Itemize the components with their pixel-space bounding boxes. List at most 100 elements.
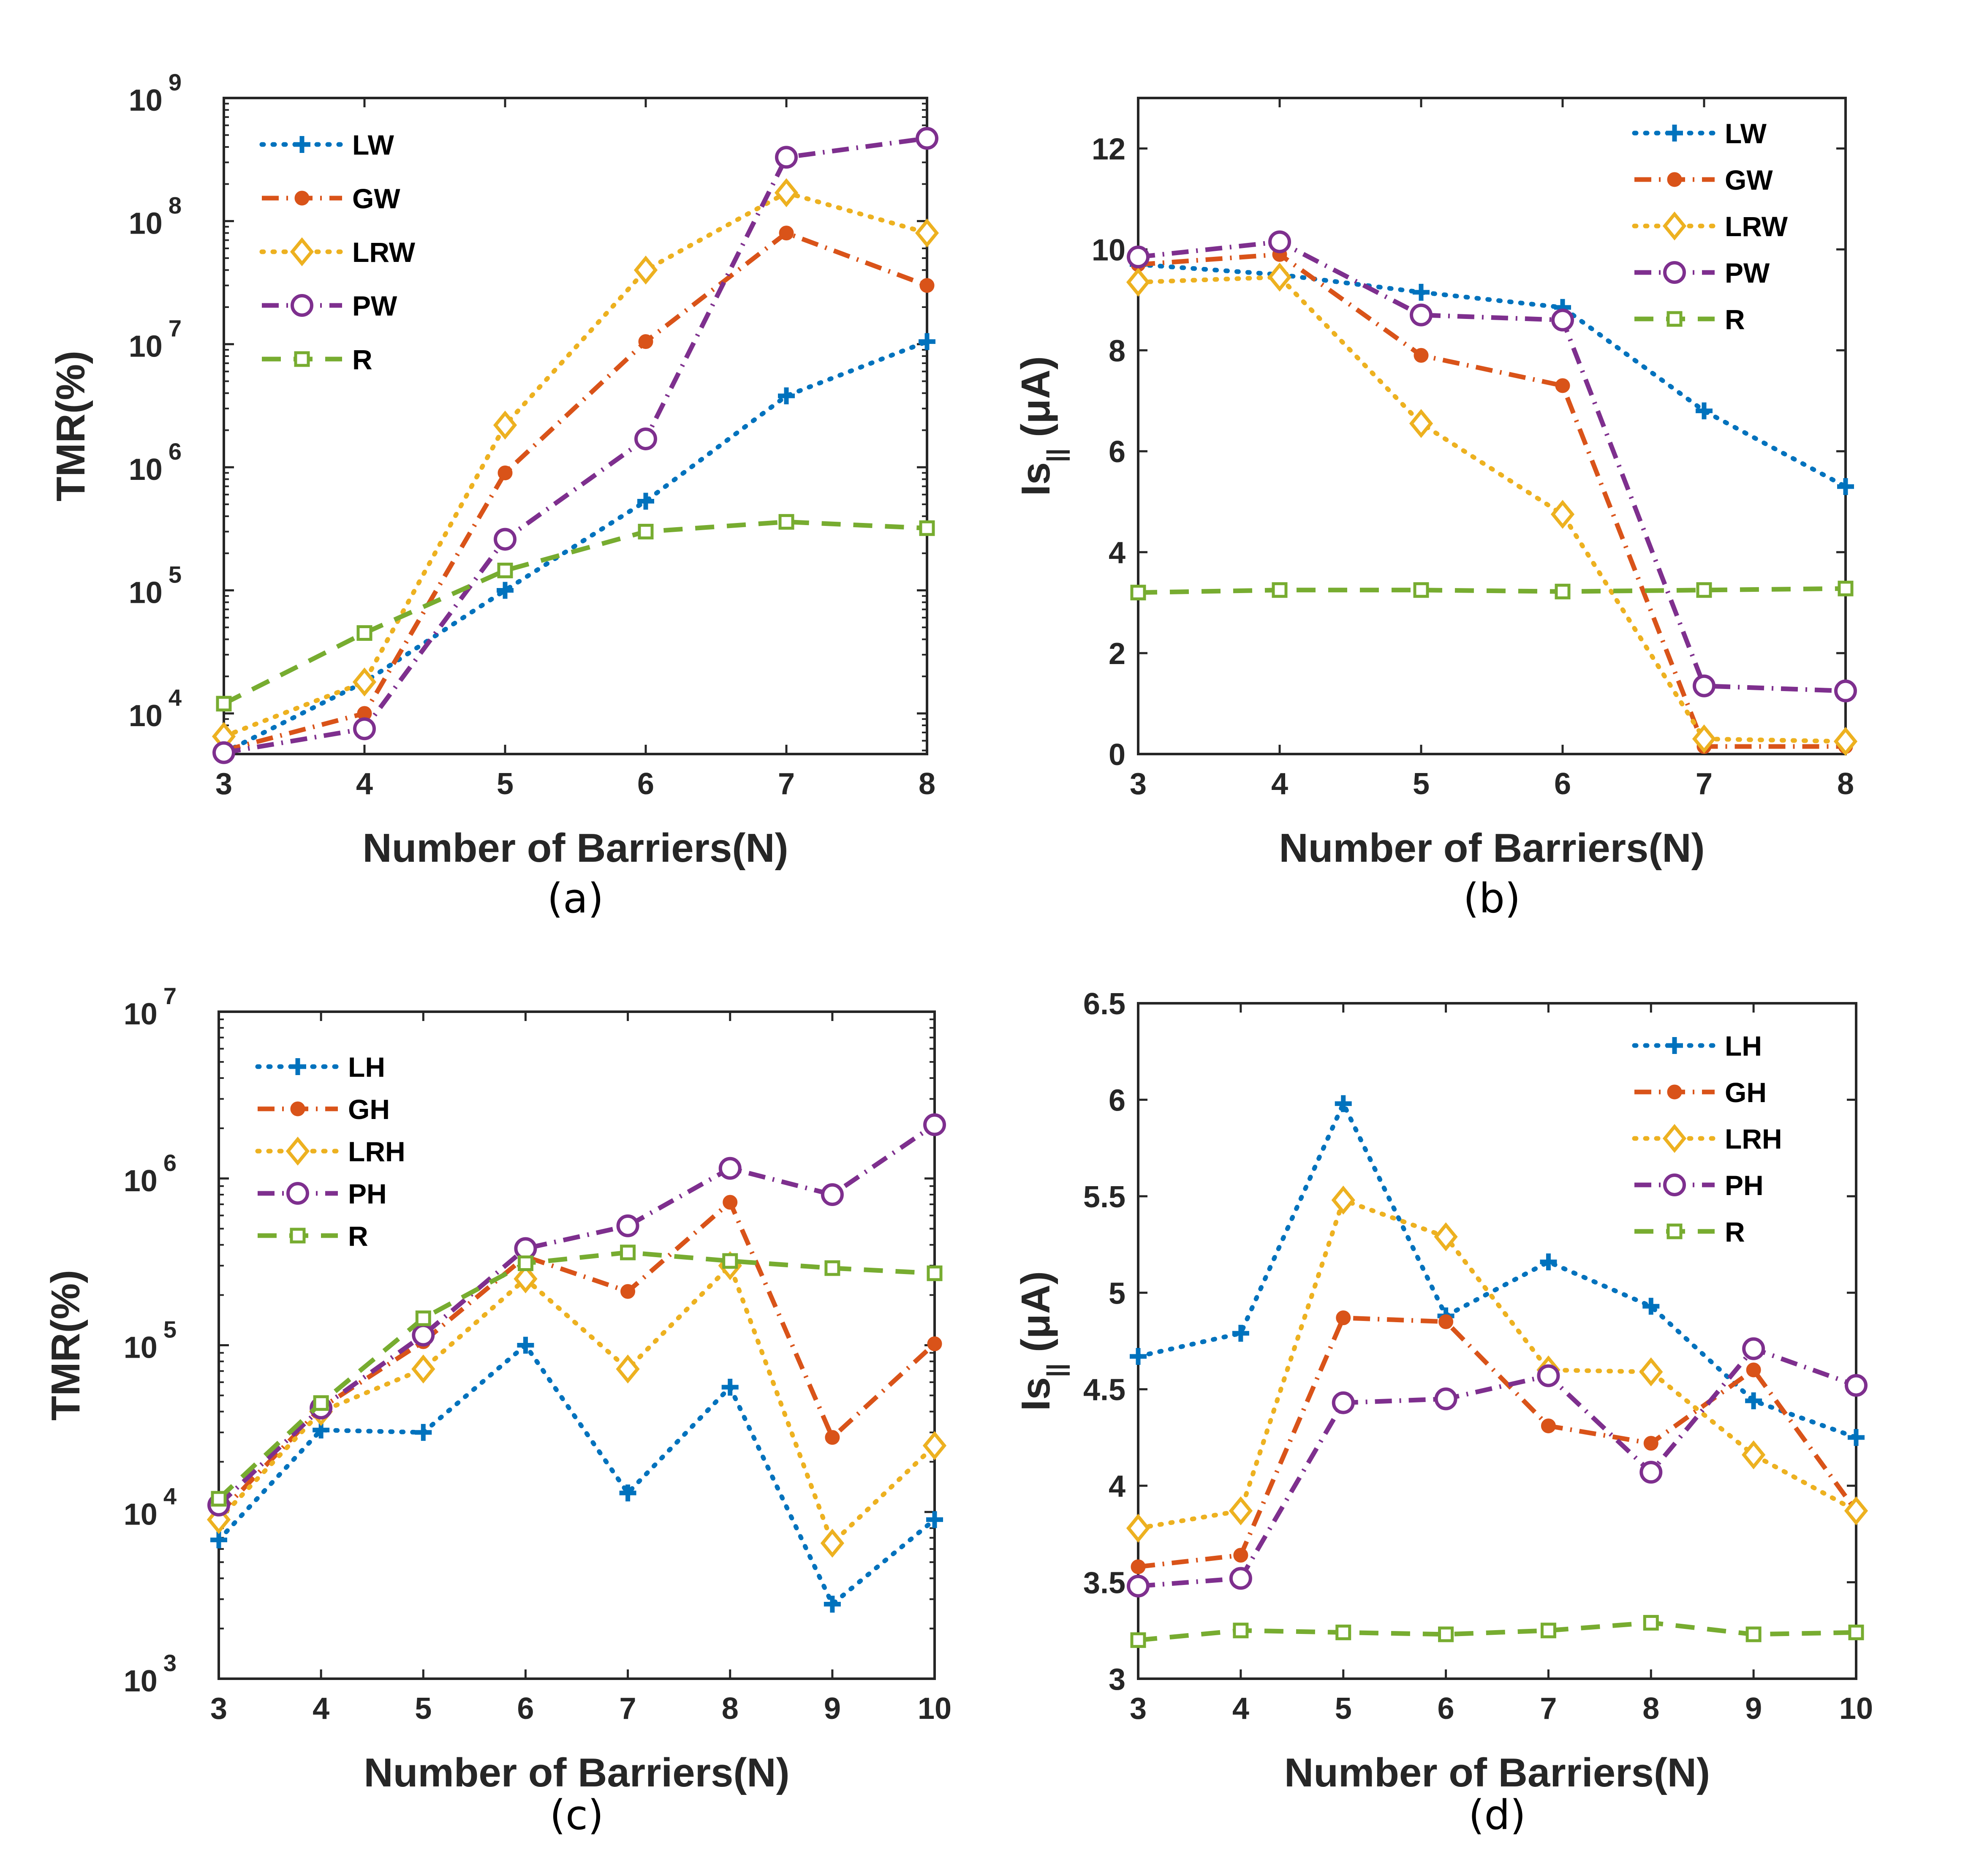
legend-label: PH: [348, 1178, 387, 1209]
data-point-dot: [919, 278, 935, 293]
data-point-diamond: [411, 1354, 435, 1384]
series-gw: [216, 226, 935, 758]
x-tick-label: 6: [637, 767, 654, 801]
data-point-circle: [1127, 1574, 1150, 1598]
y-tick-base: 10: [129, 207, 163, 240]
x-tick-label: 4: [313, 1692, 329, 1726]
legend-marker-plus: [289, 1058, 306, 1075]
y-tick-base: 10: [124, 997, 158, 1031]
data-point-plus: [926, 1511, 943, 1528]
y-tick-base: 10: [129, 330, 163, 364]
data-point-diamond: [1550, 500, 1575, 529]
data-point-dot: [779, 226, 794, 241]
y-tick-label: 10: [1092, 233, 1126, 267]
legend-label: GH: [1725, 1077, 1767, 1108]
y-tick-label: 6: [1109, 435, 1126, 469]
x-tick-label: 8: [1837, 767, 1854, 801]
x-tick-label: 7: [1540, 1692, 1557, 1726]
legend-label: R: [348, 1220, 368, 1252]
series-lw: [215, 333, 935, 761]
y-tick-label: 104: [124, 1483, 177, 1531]
data-point-dot: [1336, 1310, 1351, 1326]
x-tick-label: 8: [919, 767, 935, 801]
data-point-dot: [498, 465, 513, 480]
y-tick-exponent: 9: [169, 69, 182, 95]
legend: LW GW LRW PW R: [259, 129, 416, 375]
y-tick-exponent: 3: [163, 1650, 177, 1676]
series-lh: [210, 1337, 943, 1613]
x-tick-label: 7: [778, 767, 795, 801]
data-point-circle: [775, 146, 798, 169]
legend-label: GW: [1725, 164, 1773, 196]
data-point-diamond: [1126, 1514, 1150, 1543]
y-tick-label: 8: [1109, 334, 1126, 368]
y-tick-exponent: 5: [163, 1316, 177, 1343]
data-point-dot: [1541, 1419, 1556, 1434]
data-point-diamond: [514, 1264, 538, 1293]
legend: LW GW LRW PW R: [1632, 118, 1788, 335]
x-tick-label: 6: [517, 1692, 534, 1726]
chart-panel-2: 3 4 5 6 7 8 0 2 4 6 8 10 12 Number of Barriers(N) Is||…: [1013, 97, 1858, 922]
data-point-square: [722, 1253, 738, 1269]
data-point-square: [927, 1265, 943, 1281]
data-point-circle: [514, 1237, 537, 1260]
data-point-square: [517, 1255, 533, 1272]
legend-marker-diamond: [290, 237, 314, 267]
data-point-diamond: [1639, 1357, 1663, 1386]
x-tick-label: 8: [1642, 1692, 1659, 1726]
data-point-diamond: [493, 411, 517, 440]
legend-marker-dot: [1667, 172, 1682, 187]
series-r: [1130, 580, 1854, 601]
data-point-circle: [1693, 674, 1715, 697]
legend-marker-square: [1667, 311, 1683, 327]
legend-label: LH: [348, 1051, 385, 1083]
data-point-circle: [916, 127, 938, 150]
data-point-circle: [353, 717, 376, 741]
data-point-plus: [637, 493, 654, 510]
data-point-square: [313, 1395, 329, 1411]
data-point-square: [1413, 582, 1429, 598]
legend-label: PH: [1725, 1170, 1764, 1201]
series-lrw: [212, 178, 939, 751]
legend-marker-circle: [1663, 261, 1686, 284]
data-point-square: [1130, 585, 1146, 601]
y-tick-label: 107: [129, 315, 182, 364]
legend-label: LRH: [1725, 1123, 1782, 1154]
data-point-circle: [1127, 245, 1150, 269]
data-point-plus: [824, 1596, 841, 1613]
legend-label: R: [1725, 304, 1745, 335]
y-tick-exponent: 5: [169, 561, 182, 588]
data-point-dot: [1555, 378, 1570, 393]
series-gh: [211, 1195, 942, 1522]
y-tick-label: 105: [124, 1316, 177, 1365]
y-axis-label: TMR(%): [48, 351, 93, 501]
chart-panel-4: 3 4 5 6 7 8 9 10 3 3.5 4 4.5 5 5.5 6 6.5 Number of Barri…: [1013, 987, 1873, 1839]
data-point-plus: [497, 582, 514, 599]
data-point-circle: [1639, 1461, 1663, 1484]
data-point-circle: [1742, 1337, 1765, 1360]
data-point-circle: [1434, 1387, 1457, 1410]
data-point-square: [1696, 582, 1712, 598]
data-point-plus: [210, 1531, 227, 1549]
data-point-circle: [923, 1113, 946, 1136]
series-lrw: [1126, 262, 1858, 756]
panel-label: (d): [1468, 1792, 1526, 1839]
y-tick-label: 5: [1109, 1277, 1126, 1310]
data-point-circle: [494, 528, 517, 551]
series-line: [1136, 262, 1848, 489]
legend-marker-diamond: [1662, 211, 1687, 241]
series-line: [223, 519, 927, 706]
data-point-square: [216, 696, 232, 712]
data-point-dot: [1414, 348, 1429, 363]
y-tick-base: 10: [124, 1664, 158, 1698]
y-tick-label: 4: [1109, 536, 1126, 570]
legend-label: PW: [1725, 257, 1770, 289]
data-point-circle: [718, 1157, 742, 1180]
legend-label: LW: [352, 129, 394, 161]
y-tick-base: 10: [124, 1498, 158, 1531]
data-point-circle: [412, 1323, 435, 1347]
x-tick-label: 4: [1232, 1692, 1249, 1726]
data-point-plus: [721, 1378, 739, 1396]
